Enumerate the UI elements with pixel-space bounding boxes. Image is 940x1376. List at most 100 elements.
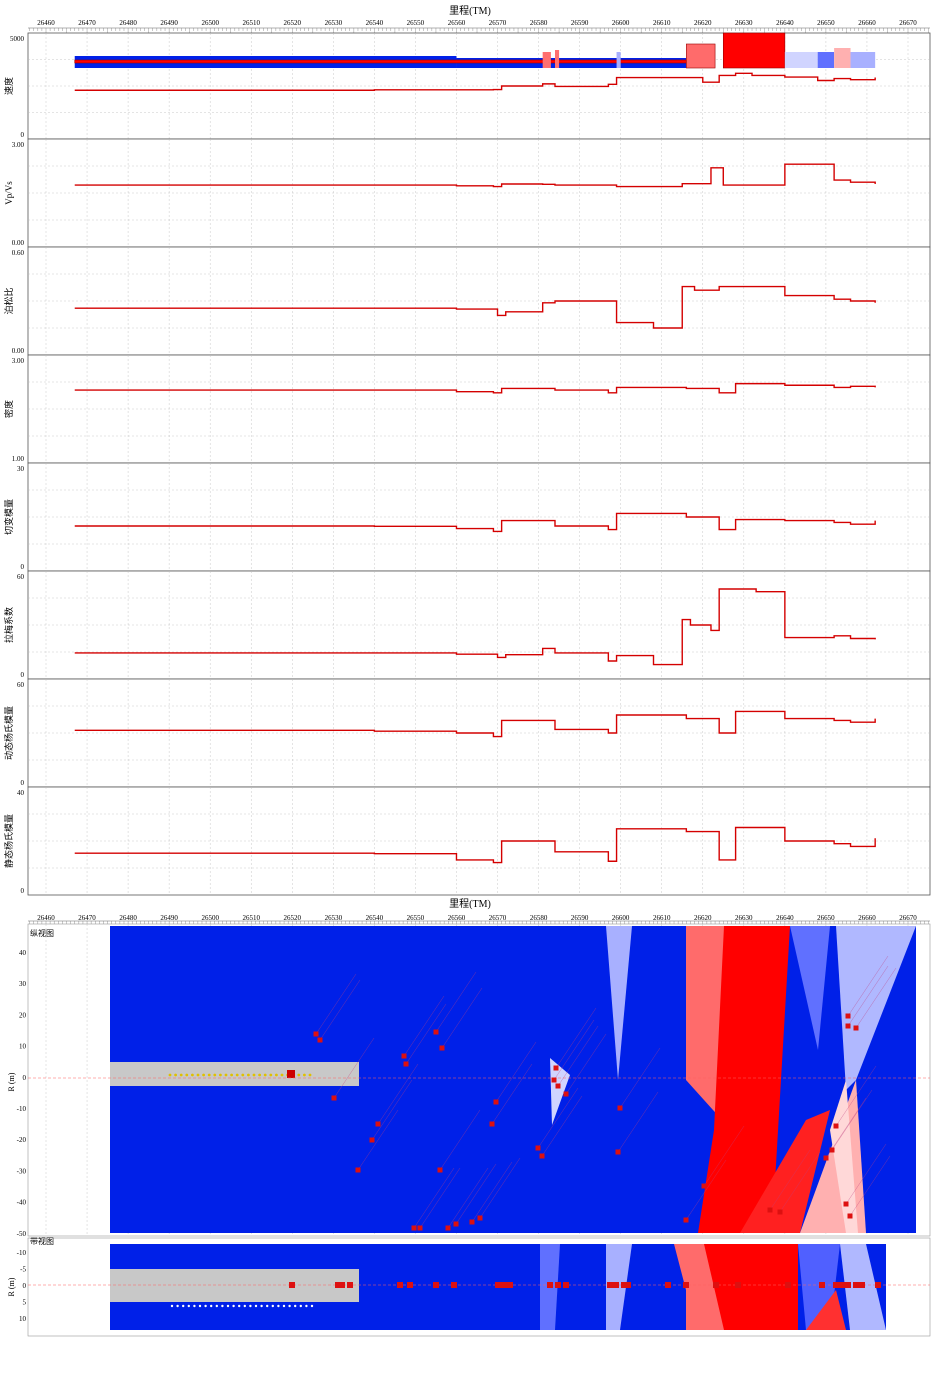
section-marker (507, 1282, 513, 1288)
marker-ray (495, 1041, 537, 1103)
marker-ray (479, 1157, 521, 1219)
marker-ray (849, 1155, 891, 1217)
plan-blue-wedge (790, 926, 830, 1050)
section-marker (785, 1282, 791, 1288)
plan-red-right (740, 1110, 830, 1233)
yellow-point (219, 1073, 222, 1077)
panel-density: 3.00 1.00 密度 (3, 354, 931, 464)
x-tick-label: 26560 (448, 914, 466, 922)
yellow-point (224, 1073, 228, 1077)
yellow-point (207, 1073, 211, 1077)
marker-ray (553, 1019, 595, 1081)
velocity-class-bar (686, 43, 716, 69)
yellow-point (168, 1073, 172, 1077)
detection-marker (403, 1061, 409, 1067)
detection-marker (469, 1219, 475, 1225)
detection-marker (829, 1147, 835, 1153)
detection-marker (617, 1105, 623, 1111)
detection-marker (553, 1065, 559, 1071)
y-top-label: 3.00 (12, 141, 25, 149)
section-marker (495, 1282, 501, 1288)
x-tick-label: 26670 (899, 19, 917, 27)
x-tick-label: 26650 (817, 914, 835, 922)
detection-marker (433, 1029, 439, 1035)
detection-marker (375, 1121, 381, 1127)
series-line-shear_modulus (74, 512, 876, 533)
x-tick-label: 26510 (242, 914, 260, 922)
section-marker (839, 1282, 845, 1288)
yellow-point (308, 1073, 312, 1077)
detection-marker (767, 1207, 773, 1213)
detection-marker (493, 1099, 499, 1105)
x-tick-label: 26660 (858, 19, 876, 27)
series-line-vp_vs (74, 163, 876, 188)
white-point (254, 1304, 258, 1308)
section-marker (683, 1282, 689, 1288)
series-line-velocity (74, 72, 876, 91)
detection-marker (833, 1123, 839, 1129)
x-tick-label: 26530 (325, 19, 343, 27)
series-line-lame_coefficient (74, 588, 876, 666)
marker-ray (491, 1063, 533, 1125)
plan-light-wedge-2 (550, 1058, 570, 1125)
velocity-class-bar (784, 52, 818, 68)
section-view-label: 带视图 (30, 1236, 54, 1246)
detection-marker (489, 1121, 495, 1127)
white-point (176, 1304, 179, 1308)
section-y-tick: 10 (19, 1315, 27, 1323)
series-line-static_youngs_modulus (74, 826, 876, 864)
marker-ray (557, 1025, 599, 1087)
y-axis-label: Vp/Vs (4, 181, 14, 205)
y-bottom-label: 1.00 (12, 455, 25, 463)
y-bottom-label: 0 (21, 671, 25, 679)
section-marker (397, 1282, 403, 1288)
section-marker (621, 1282, 627, 1288)
section-tunnel-bar (110, 1269, 359, 1302)
x-tick-label: 26510 (242, 19, 260, 27)
section-marker (853, 1282, 859, 1288)
x-tick-label: 26460 (37, 914, 55, 922)
white-point (170, 1304, 174, 1308)
detection-marker (445, 1225, 451, 1231)
top-x-ruler (28, 27, 930, 35)
section-view: 带视图 R (m) -10 -5 0 5 10 (7, 1236, 931, 1337)
plan-y-tick: -10 (17, 1105, 27, 1113)
plan-view-label: 纵视图 (30, 928, 54, 938)
white-point (294, 1304, 297, 1308)
white-point (238, 1304, 241, 1308)
velocity-class-bar (834, 48, 851, 68)
plan-y-tick: 30 (19, 980, 27, 988)
plan-y-tick: -50 (17, 1230, 27, 1238)
detection-marker (701, 1183, 707, 1189)
white-point (277, 1304, 280, 1308)
section-marker (501, 1282, 507, 1288)
detection-marker (401, 1053, 407, 1059)
section-marker (735, 1282, 741, 1288)
x-tick-label: 26590 (571, 914, 589, 922)
bottom-x-tick-labels: 26460 26470 26480 26490 26500 26510 26520 26530… (37, 914, 917, 922)
x-tick-label: 26490 (160, 19, 178, 27)
x-tick-label: 26580 (530, 19, 548, 27)
marker-ray (455, 1163, 497, 1225)
detection-marker (563, 1091, 569, 1097)
marker-ray (357, 1109, 399, 1171)
detection-marker (847, 1213, 853, 1219)
velocity-class-bar (554, 50, 560, 68)
white-point (193, 1304, 196, 1308)
x-tick-label: 26470 (78, 19, 96, 27)
section-marker (625, 1282, 631, 1288)
y-top-label: 5000 (10, 35, 25, 43)
x-tick-label: 26530 (325, 914, 343, 922)
detection-marker (313, 1031, 319, 1037)
plan-yellow-points (168, 1070, 312, 1078)
detection-marker (355, 1167, 361, 1173)
white-point (243, 1304, 246, 1308)
section-marker (613, 1282, 619, 1288)
section-y-tick: -5 (20, 1266, 26, 1274)
section-marker (819, 1282, 825, 1288)
marker-ray (855, 967, 897, 1029)
x-tick-label: 26640 (776, 914, 794, 922)
section-marker (555, 1282, 561, 1288)
panel-velocity: 5000 0 速度 (3, 32, 931, 140)
x-tick-label: 26610 (653, 19, 671, 27)
